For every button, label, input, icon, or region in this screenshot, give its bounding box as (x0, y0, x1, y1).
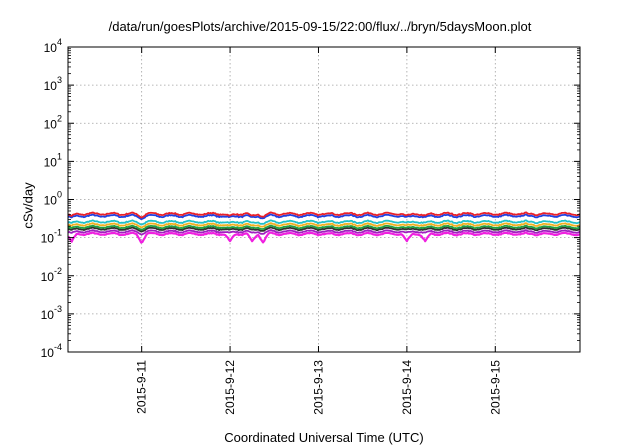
y-tick-label: 10-2 (41, 266, 62, 284)
series-line (67, 211, 581, 219)
x-tick-label: 2015-9-11 (135, 360, 149, 414)
series-lines (67, 211, 581, 244)
y-tick-label: 102 (44, 113, 62, 131)
y-tick-label: 103 (44, 75, 62, 93)
y-tick-label: 100 (44, 190, 62, 208)
y-tick-label: 10-1 (41, 228, 62, 246)
y-axis-label: cSv/day (20, 182, 36, 229)
x-tick-label: 2015-9-12 (223, 360, 237, 415)
y-tick-label: 101 (44, 151, 62, 169)
chart-title: /data/run/goesPlots/archive/2015-09-15/2… (108, 19, 532, 34)
x-tick-label: 2015-9-14 (400, 360, 414, 415)
series-line (67, 222, 581, 229)
series-line (67, 224, 581, 231)
y-tick-label: 10-3 (41, 304, 62, 322)
series-line (67, 213, 581, 221)
grid-lines (68, 47, 580, 352)
x-tick-label: 2015-9-13 (311, 360, 325, 415)
series-line (67, 219, 581, 226)
x-axis-label: Coordinated Universal Time (UTC) (224, 430, 424, 445)
x-tick-label: 2015-9-15 (488, 360, 502, 415)
series-line (67, 226, 581, 233)
axis-ticks: 10-4 10-3 10-2 10-1 100 101 102 103 104 2015-9-11… (41, 37, 580, 415)
y-tick-label: 104 (44, 37, 62, 55)
series-line (67, 229, 581, 236)
y-tick-label: 10-4 (41, 342, 62, 360)
series-line (67, 231, 581, 244)
